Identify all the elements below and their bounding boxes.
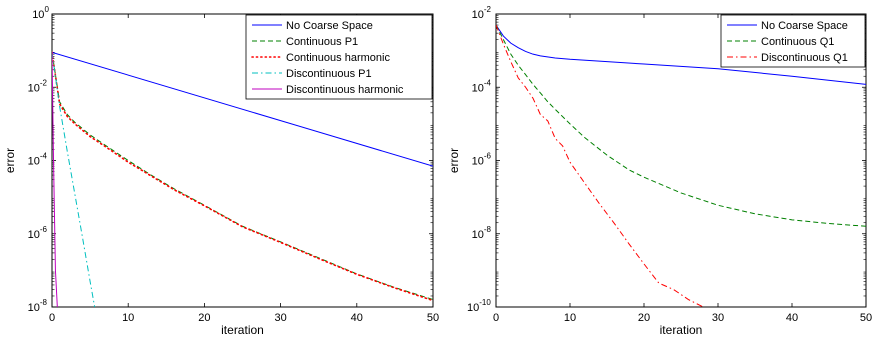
legend-entry: Discontinuous Q1 xyxy=(761,52,848,64)
legend-entry: Continuous harmonic xyxy=(286,52,390,64)
x-tick-label: 50 xyxy=(860,312,872,324)
y-tick-label: 100 xyxy=(32,5,49,21)
series-line-2 xyxy=(52,51,433,302)
y-tick-label: 10-8 xyxy=(472,225,492,241)
x-tick-label: 0 xyxy=(49,312,55,324)
legend-box xyxy=(245,14,433,100)
x-axis-label: iteration xyxy=(221,323,264,337)
y-axis-label: error xyxy=(3,148,17,173)
series-line-2 xyxy=(496,24,704,307)
legend: No Coarse Space Continuous P1 Continuous h… xyxy=(245,14,433,100)
legend-entry: No Coarse Space xyxy=(286,20,373,32)
y-tick-label: 10-4 xyxy=(472,78,492,94)
y-tick-label: 10-2 xyxy=(472,5,492,21)
x-tick-label: 10 xyxy=(122,312,134,324)
y-axis-label: error xyxy=(447,148,461,173)
y-tick-label: 10-4 xyxy=(28,152,48,168)
x-tick-label: 50 xyxy=(427,312,439,324)
x-tick-label: 0 xyxy=(493,312,499,324)
legend-entry: Continuous P1 xyxy=(286,36,358,48)
x-tick-label: 30 xyxy=(712,312,724,324)
series-group xyxy=(52,51,433,307)
x-tick-label: 40 xyxy=(786,312,798,324)
series-line-3 xyxy=(52,52,96,307)
left-chart: 0 10 20 30 40 50 100 10-2 10-4 10-6 10-8 iteration e… xyxy=(3,5,439,337)
series-group xyxy=(496,24,866,307)
series-line-0 xyxy=(496,24,866,85)
y-tick-label: 10-2 xyxy=(28,78,48,94)
y-tick-label: 10-8 xyxy=(28,298,48,314)
legend: No Coarse Space Continuous Q1 Discontinuou… xyxy=(720,14,866,68)
series-line-1 xyxy=(52,52,433,300)
legend-entry: Discontinuous P1 xyxy=(286,68,372,80)
x-tick-label: 40 xyxy=(351,312,363,324)
series-line-4 xyxy=(52,52,58,307)
y-tick-label: 10-6 xyxy=(472,152,492,168)
legend-entry: Continuous Q1 xyxy=(761,36,834,48)
legend-entry: No Coarse Space xyxy=(761,20,848,32)
y-tick-label: 10-6 xyxy=(28,225,48,241)
series-line-0 xyxy=(52,51,433,167)
x-tick-label: 20 xyxy=(638,312,650,324)
x-tick-label: 20 xyxy=(198,312,210,324)
legend-entry: Discontinuous harmonic xyxy=(286,84,404,96)
right-chart: 0 10 20 30 40 50 10-2 10-4 10-6 10-8 10-10 iteratio… xyxy=(447,5,872,337)
x-axis-label: iteration xyxy=(660,323,703,337)
x-tick-label: 10 xyxy=(564,312,576,324)
y-tick-label: 10-10 xyxy=(467,298,491,314)
x-tick-label: 30 xyxy=(274,312,286,324)
